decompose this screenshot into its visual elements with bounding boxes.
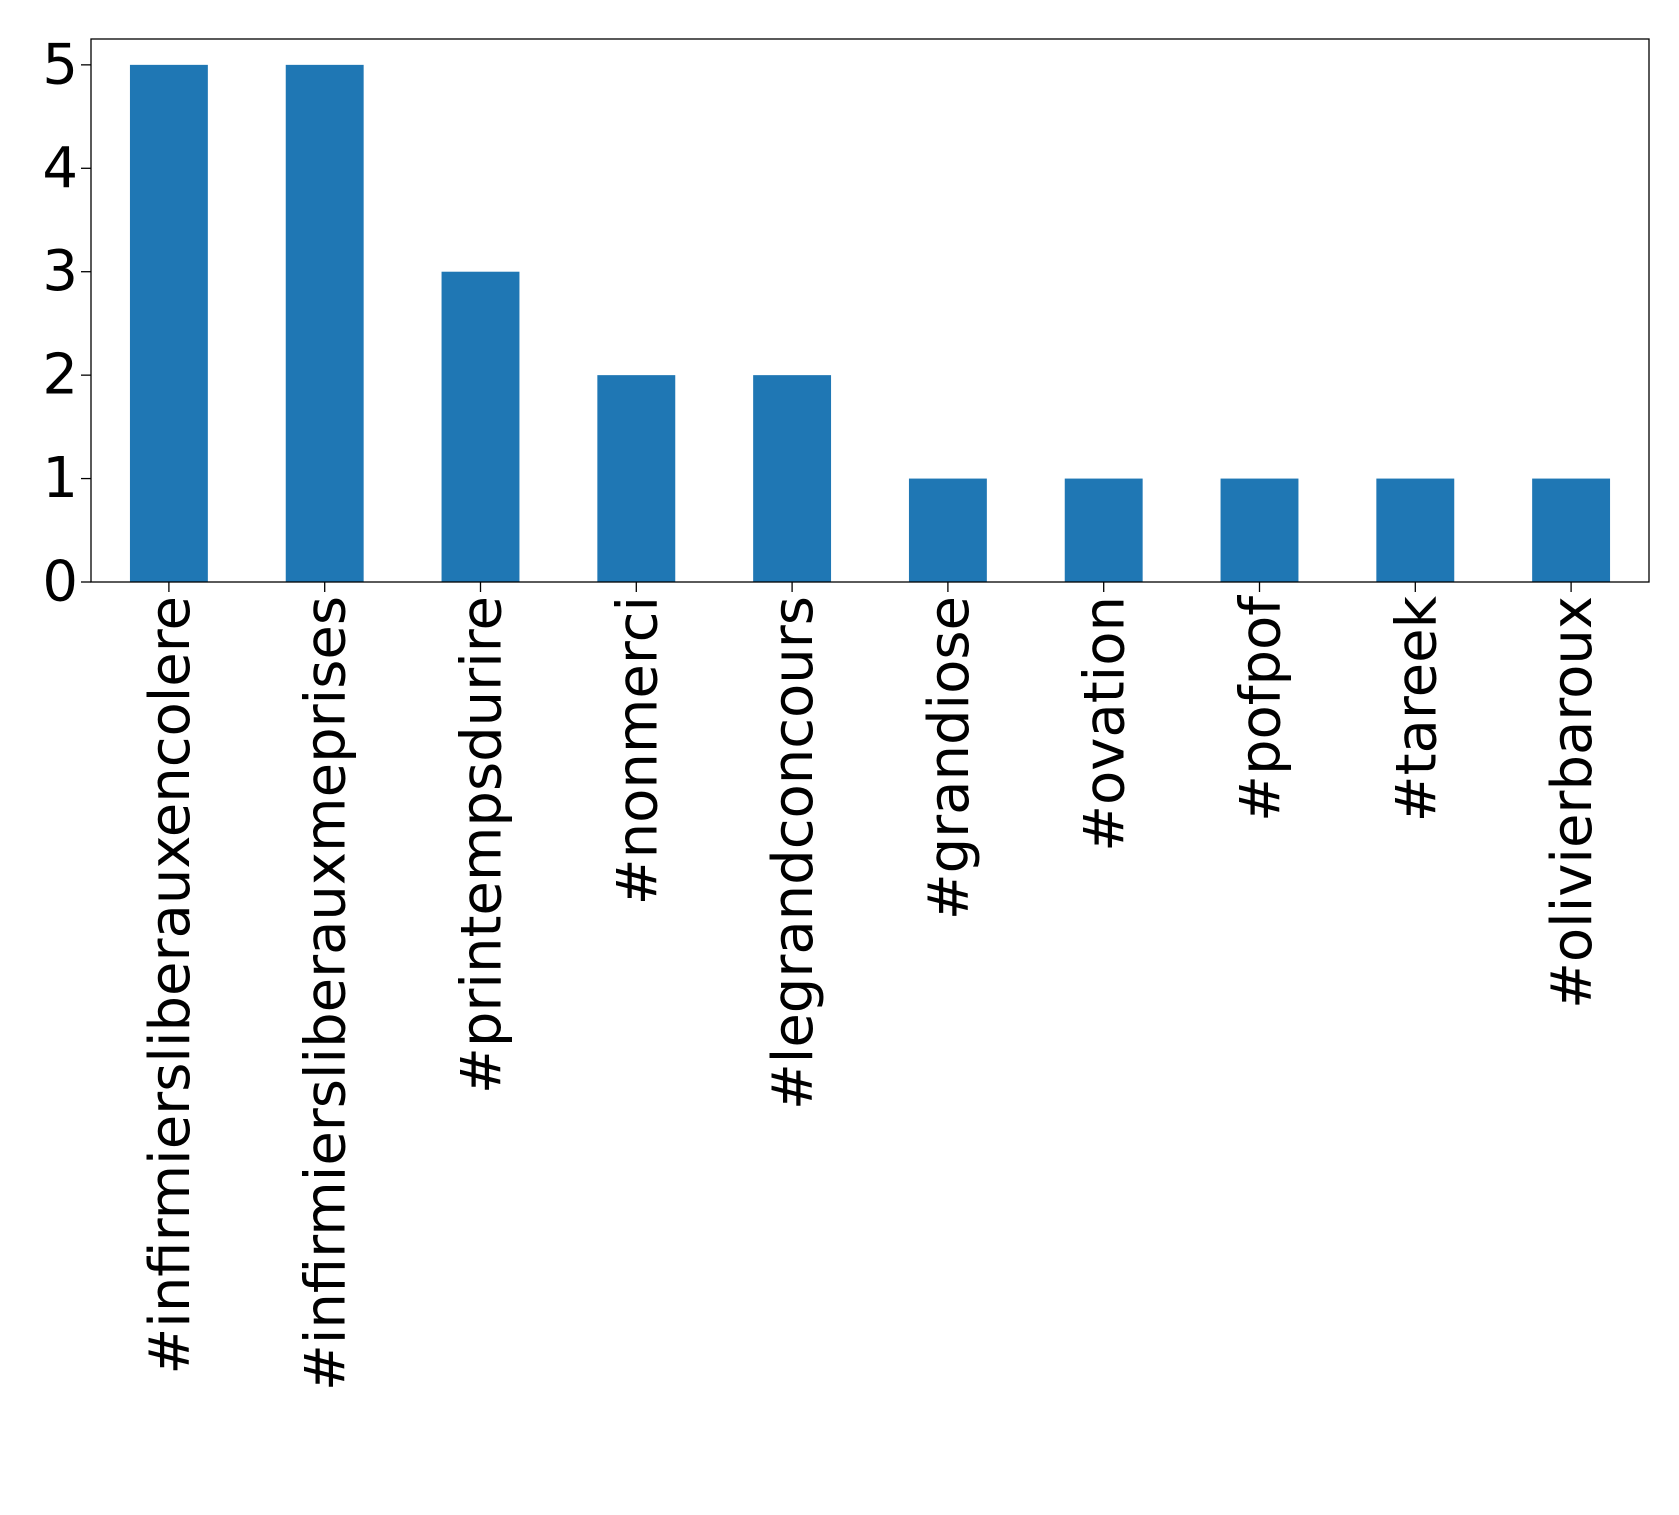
y-tick-label-5: 5 (42, 32, 78, 97)
bar-6 (1064, 478, 1143, 582)
x-tick-label-5: #grandiose (917, 596, 982, 920)
y-tick-label-0: 0 (42, 550, 78, 615)
bar-7 (1220, 478, 1299, 582)
y-axis: 0 1 2 3 4 5 (42, 32, 91, 615)
bar-8 (1376, 478, 1455, 582)
bar-3 (597, 375, 676, 582)
bar-1 (285, 64, 364, 583)
y-tick-label-1: 1 (42, 446, 78, 511)
bars-group (129, 64, 1611, 583)
x-tick-label-9: #olivierbaroux (1540, 596, 1605, 1009)
x-axis: #infirmiersliberauxencolere #infirmiersli… (138, 582, 1605, 1391)
x-tick-label-6: #ovation (1073, 596, 1138, 852)
x-tick-label-3: #nonmerci (605, 596, 670, 905)
x-tick-label-8: #tareek (1384, 595, 1449, 822)
bar-0 (129, 64, 208, 583)
x-tick-label-7: #pofpof (1229, 595, 1294, 822)
y-tick-label-2: 2 (42, 343, 78, 408)
y-tick-label-4: 4 (42, 136, 78, 201)
x-tick-label-2: #printempsdurire (450, 596, 515, 1094)
bar-9 (1532, 478, 1611, 582)
plot-area-frame (90, 38, 1650, 583)
y-tick-label-3: 3 (42, 239, 78, 304)
x-tick-label-0: #infirmiersliberauxencolere (138, 596, 203, 1375)
x-tick-label-4: #legrandconcours (761, 596, 826, 1110)
bar-2 (441, 271, 520, 582)
x-tick-label-1: #infirmiersliberauxmeprises (294, 596, 359, 1391)
bar-4 (753, 375, 832, 582)
bar-5 (908, 478, 987, 582)
